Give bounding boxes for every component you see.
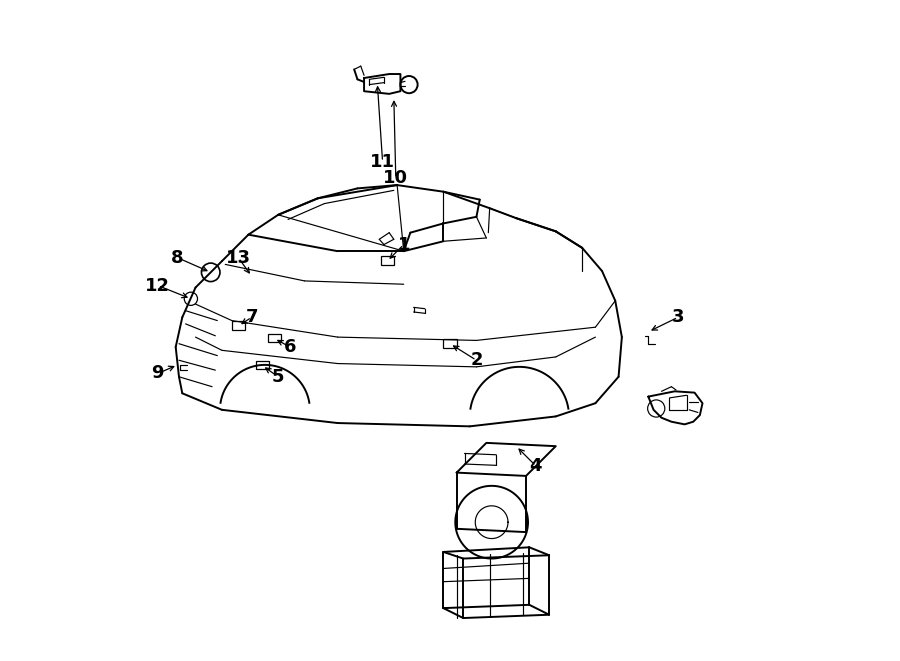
Text: 8: 8 bbox=[171, 249, 184, 267]
Text: 7: 7 bbox=[246, 308, 258, 327]
Bar bbox=[444, 339, 456, 348]
Text: 9: 9 bbox=[151, 364, 164, 383]
Text: 5: 5 bbox=[272, 368, 284, 386]
Bar bbox=[267, 334, 281, 342]
Bar bbox=[381, 256, 394, 265]
Text: 4: 4 bbox=[530, 457, 542, 475]
Text: 13: 13 bbox=[226, 249, 251, 267]
Text: 6: 6 bbox=[284, 338, 296, 356]
Text: 3: 3 bbox=[671, 308, 684, 327]
Text: 12: 12 bbox=[145, 276, 170, 295]
Text: 2: 2 bbox=[470, 351, 482, 369]
Bar bbox=[232, 321, 245, 330]
Text: 1: 1 bbox=[398, 235, 410, 254]
Text: 11: 11 bbox=[370, 153, 395, 171]
Bar bbox=[256, 361, 269, 369]
Text: 10: 10 bbox=[383, 169, 409, 188]
